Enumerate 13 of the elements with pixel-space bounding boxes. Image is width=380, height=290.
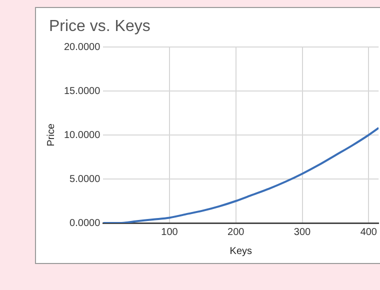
y-axis-title: Price — [46, 123, 57, 146]
x-tick-label: 200 — [228, 226, 245, 238]
y-tick-label: 5.0000 — [70, 174, 101, 185]
y-tick-label: 0.0000 — [70, 218, 101, 229]
x-tick-label: 400 — [360, 226, 378, 238]
x-tick-label: 300 — [294, 226, 312, 238]
x-tick-label: 100 — [161, 226, 178, 238]
chart-title: Price vs. Keys — [49, 18, 150, 36]
line-series — [103, 126, 379, 223]
y-tick-label: 10.0000 — [64, 130, 101, 141]
x-axis-title: Keys — [230, 246, 252, 257]
y-tick-label: 15.0000 — [64, 86, 101, 97]
y-tick-label: 20.0000 — [64, 42, 101, 53]
